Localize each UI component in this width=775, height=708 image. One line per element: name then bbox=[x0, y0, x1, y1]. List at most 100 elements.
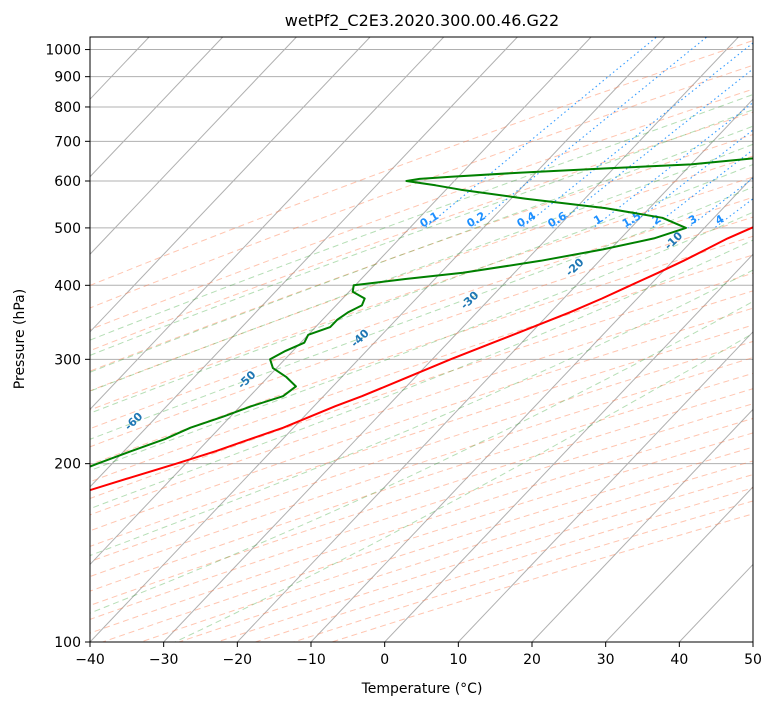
x-axis-label: Temperature (°C) bbox=[361, 681, 483, 697]
x-tick-label: −30 bbox=[149, 652, 179, 668]
y-tick-label: 1000 bbox=[45, 43, 81, 59]
mixing-ratio-line bbox=[424, 37, 658, 229]
moist-adiabat bbox=[90, 239, 753, 510]
x-tick-label: −20 bbox=[223, 652, 253, 668]
x-tick-label: 40 bbox=[670, 652, 688, 668]
isotherm-gridline bbox=[90, 37, 224, 178]
moist-adiabat bbox=[90, 125, 753, 373]
dry-adiabat bbox=[90, 216, 753, 448]
y-tick-label: 300 bbox=[54, 352, 81, 368]
mixing-ratio-label: 0.4 bbox=[515, 209, 539, 230]
mixing-ratio-label: 4 bbox=[713, 212, 726, 227]
dry-adiabat bbox=[90, 88, 753, 331]
moist-adiabat bbox=[90, 269, 753, 557]
dry-adiabat bbox=[90, 254, 753, 483]
isotherm-label: -30 bbox=[458, 289, 482, 312]
x-tick-label: 0 bbox=[380, 652, 389, 668]
dry-adiabat bbox=[90, 340, 753, 563]
isotherm-gridline bbox=[90, 37, 371, 333]
dry-adiabat bbox=[90, 64, 753, 309]
isotherm-gridline bbox=[90, 37, 297, 256]
dry-adiabat bbox=[90, 290, 753, 516]
isotherm-gridline bbox=[531, 408, 753, 642]
dry-adiabat bbox=[90, 133, 753, 372]
moist-adiabat bbox=[90, 163, 753, 414]
isotherm-label: -50 bbox=[235, 368, 259, 391]
x-tick-label: 50 bbox=[744, 652, 762, 668]
x-tick-label: −40 bbox=[75, 652, 105, 668]
isotherm-gridline bbox=[90, 37, 518, 488]
y-tick-label: 800 bbox=[54, 100, 81, 116]
isotherm-gridline bbox=[0, 37, 2, 642]
isotherm-gridline bbox=[752, 641, 753, 642]
plot-frame bbox=[89, 36, 754, 643]
y-tick-label: 200 bbox=[54, 457, 81, 473]
dry-adiabat bbox=[90, 272, 753, 500]
dry-adiabat bbox=[90, 324, 753, 547]
mixing-ratio-label: 0.6 bbox=[546, 209, 570, 230]
isotherm-gridline bbox=[384, 253, 753, 642]
isotherm-label: -40 bbox=[348, 326, 372, 349]
y-tick-label: 100 bbox=[54, 635, 81, 651]
chart-title: wetPf2_C2E3.2020.300.00.46.G22 bbox=[285, 11, 559, 31]
mixing-ratio-line bbox=[471, 37, 708, 229]
moist-adiabat bbox=[90, 186, 753, 440]
isotherm-gridline bbox=[236, 98, 753, 642]
dry-adiabat bbox=[178, 460, 753, 642]
isotherm-gridline bbox=[90, 37, 592, 566]
temperature-profile-line bbox=[90, 226, 753, 492]
isotherm-label: -60 bbox=[122, 410, 146, 433]
mixing-ratio-line bbox=[714, 198, 753, 229]
mixing-ratio-line bbox=[521, 42, 753, 229]
dry-adiabat bbox=[217, 474, 753, 642]
dry-adiabat bbox=[90, 417, 753, 634]
mixing-ratio-line bbox=[753, 35, 775, 228]
dry-adiabat bbox=[90, 357, 753, 578]
y-axis-label: Pressure (hPa) bbox=[12, 289, 28, 389]
dry-adiabat bbox=[90, 176, 753, 411]
mixing-ratio-label: 1 bbox=[591, 212, 604, 227]
x-tick-label: 30 bbox=[597, 652, 615, 668]
x-tick-label: 20 bbox=[523, 652, 541, 668]
mixing-ratio-label: 6 bbox=[752, 212, 765, 227]
isotherm-gridline bbox=[457, 331, 753, 642]
isotherm-label: -20 bbox=[563, 256, 587, 279]
isotherm-gridline bbox=[310, 176, 753, 642]
moist-adiabat bbox=[174, 332, 753, 642]
moist-adiabat bbox=[90, 93, 753, 341]
dry-adiabat bbox=[90, 196, 753, 430]
dry-adiabat bbox=[90, 388, 753, 606]
axes: −40 −30 −20 −10 0 10 20 30 40 50 1000 900 800 700 600 5… bbox=[45, 36, 762, 668]
dewpoint-profile-line bbox=[90, 157, 753, 468]
dry-adiabat bbox=[90, 40, 753, 286]
y-tick-label: 400 bbox=[54, 278, 81, 294]
dry-adiabat bbox=[90, 307, 753, 532]
moist-adiabat bbox=[90, 300, 753, 614]
dry-adiabat bbox=[90, 111, 753, 352]
x-tick-label: 10 bbox=[449, 652, 467, 668]
moist-adiabat bbox=[90, 143, 753, 392]
isotherm-gridline bbox=[605, 486, 753, 642]
dry-adiabat bbox=[90, 372, 753, 592]
dry-adiabat bbox=[255, 487, 753, 642]
isotherm-label: -70 bbox=[1, 459, 25, 482]
mixing-ratio-label: 2 bbox=[650, 212, 663, 227]
moist-adiabat bbox=[90, 211, 753, 472]
y-tick-label: 500 bbox=[54, 221, 81, 237]
dry-adiabat bbox=[90, 155, 753, 392]
isotherm-gridline bbox=[163, 37, 739, 642]
mixing-ratio-line bbox=[687, 177, 753, 229]
y-tick-label: 600 bbox=[54, 174, 81, 190]
mixing-ratio-line bbox=[552, 68, 753, 229]
dry-adiabat bbox=[90, 235, 753, 466]
y-tick-label: 700 bbox=[54, 134, 81, 150]
y-tick-label: 900 bbox=[54, 70, 81, 86]
plot-area: 0.10.20.40.611.52346810131620253036-100-… bbox=[0, 35, 775, 642]
mixing-ratio-label: 3 bbox=[686, 212, 699, 227]
isotherm-gridline bbox=[90, 37, 666, 642]
mixing-ratio-label: 0.1 bbox=[418, 209, 441, 230]
x-tick-label: −10 bbox=[296, 652, 326, 668]
isotherm-gridline bbox=[678, 563, 753, 642]
isotherm-gridline bbox=[90, 37, 445, 411]
